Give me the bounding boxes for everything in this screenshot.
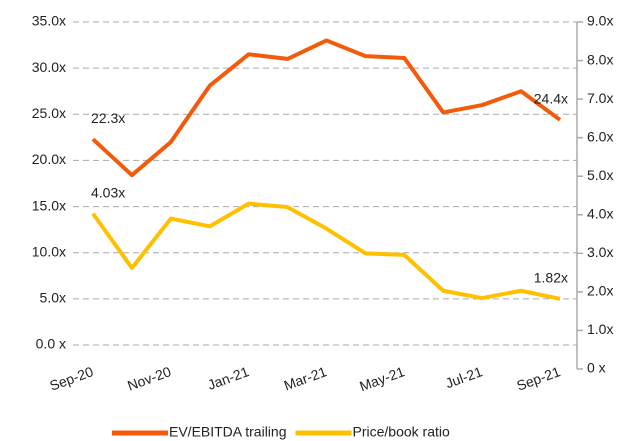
y-tick-label: 0.0 x (36, 336, 66, 352)
x-tick-label: Sep-20 (47, 363, 95, 394)
data-label: 22.3x (91, 110, 125, 126)
y-tick-label: 30.0x (32, 59, 66, 75)
data-label: 4.03x (91, 184, 125, 200)
y-tick-label: 20.0x (32, 151, 66, 167)
y-tick-label: 10.0x (32, 243, 66, 259)
y2-tick-label: 1.0x (587, 321, 613, 337)
legend-label: EV/EBITDA trailing (169, 424, 287, 440)
y2-tick-label: 5.0x (587, 167, 613, 183)
data-label: 24.4x (534, 91, 568, 107)
y2-tick-label: 3.0x (587, 244, 613, 260)
x-tick-label: Jan-21 (205, 363, 251, 393)
y2-tick-label: 6.0x (587, 128, 613, 144)
y2-tick-label: 9.0x (587, 13, 613, 29)
data-label: 1.82x (534, 270, 568, 286)
y2-tick-label: 0 x (587, 360, 606, 376)
x-tick-label: Jul-21 (443, 363, 485, 391)
y2-tick-label: 2.0x (587, 283, 613, 299)
y2-tick-label: 4.0x (587, 205, 613, 221)
y2-tick-label: 7.0x (587, 90, 613, 106)
y2-tick-label: 8.0x (587, 51, 613, 67)
y-tick-label: 5.0x (40, 290, 66, 306)
series-line (91, 38, 562, 178)
x-tick-label: May-21 (357, 363, 407, 394)
x-tick-label: Nov-20 (125, 363, 173, 394)
x-tick-label: Sep-21 (514, 363, 562, 394)
x-tick-label: Mar-21 (282, 363, 329, 393)
series-line (91, 201, 561, 301)
legend-label: Price/book ratio (353, 424, 450, 440)
y-tick-label: 25.0x (32, 105, 66, 121)
y-tick-label: 15.0x (32, 197, 66, 213)
y-tick-label: 35.0x (32, 13, 66, 29)
